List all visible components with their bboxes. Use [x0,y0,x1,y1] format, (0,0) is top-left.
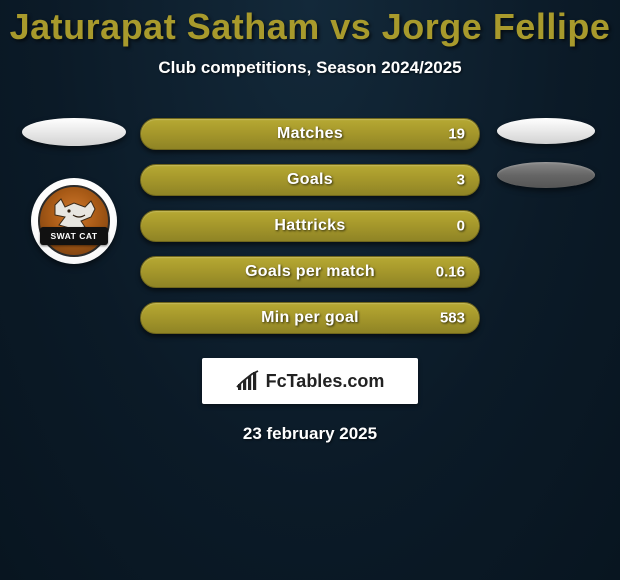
stat-bar-goals-per-match: Goals per match 0.16 [140,256,480,288]
stat-value-right: 3 [457,172,465,189]
stat-bar-hattricks: Hattricks 0 [140,210,480,242]
stat-bar-matches: Matches 19 [140,118,480,150]
club-badge-inner: SWAT CAT [38,185,110,257]
body-row: SWAT CAT Matches 19 Goals 3 Hattricks 0 … [0,118,620,334]
stat-value-right: 583 [440,310,465,327]
infographic-container: Jaturapat Satham vs Jorge Fellipe Club c… [0,0,620,580]
brand-badge[interactable]: FcTables.com [202,358,418,404]
bar-chart-icon [236,370,262,392]
stat-bar-min-per-goal: Min per goal 583 [140,302,480,334]
club-badge-band: SWAT CAT [40,227,108,245]
left-player-column: SWAT CAT [14,118,134,264]
stat-label: Min per goal [261,309,359,327]
stat-label: Matches [277,125,343,143]
page-title: Jaturapat Satham vs Jorge Fellipe [10,6,611,48]
stat-label: Hattricks [274,217,345,235]
cat-icon [51,197,97,231]
footer-date: 23 february 2025 [243,424,377,444]
page-subtitle: Club competitions, Season 2024/2025 [158,58,461,78]
player-left-flag-ellipse [22,118,126,146]
player-right-flag-ellipse-bottom [497,162,595,188]
stat-value-right: 19 [448,126,465,143]
stat-bar-goals: Goals 3 [140,164,480,196]
player-right-flag-ellipse-top [497,118,595,144]
stat-value-right: 0 [457,218,465,235]
brand-text: FcTables.com [266,371,385,392]
stat-value-right: 0.16 [436,264,465,281]
club-badge-text: SWAT CAT [50,231,97,241]
stats-bars: Matches 19 Goals 3 Hattricks 0 Goals per… [140,118,480,334]
right-player-column [486,118,606,188]
stat-label: Goals per match [245,263,375,281]
club-badge-left: SWAT CAT [31,178,117,264]
stat-label: Goals [287,171,333,189]
